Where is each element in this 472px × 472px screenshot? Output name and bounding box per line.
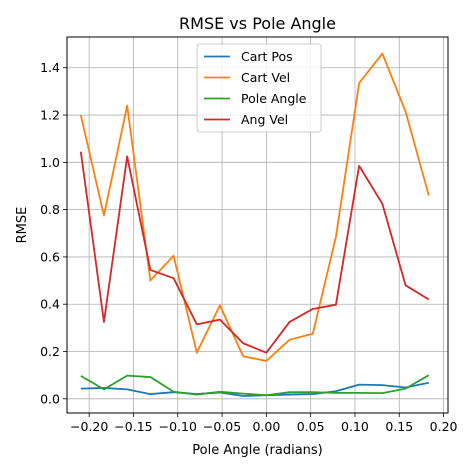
- y-tick-label: 0.4: [40, 297, 60, 312]
- x-tick-label: 0.05: [297, 419, 325, 434]
- x-tick-label: 0.10: [341, 419, 369, 434]
- x-tick-label: −0.20: [70, 419, 108, 434]
- x-tick-label: −0.05: [203, 419, 241, 434]
- series-line-ang-vel: [79, 151, 430, 354]
- chart-title: RMSE vs Pole Angle: [179, 14, 336, 33]
- y-axis-ticks: 0.0 0.2 0.4 0.6 0.8 1.0 1.2 1.4: [40, 60, 67, 406]
- legend-label-pole-angle: Pole Angle: [241, 91, 307, 106]
- y-axis-label: RMSE: [15, 207, 30, 244]
- x-tick-label: 0.00: [252, 419, 280, 434]
- x-tick-label: −0.10: [159, 419, 197, 434]
- grid: [67, 37, 448, 413]
- y-tick-label: 0.2: [40, 344, 60, 359]
- y-tick-label: 0.6: [40, 249, 60, 264]
- y-tick-label: 0.8: [40, 202, 60, 217]
- series-line-cart-pos: [80, 381, 429, 397]
- y-tick-label: 1.0: [40, 155, 60, 170]
- x-axis-ticks: −0.20 −0.15 −0.10 −0.05 0.00 0.05 0.10 0.15 0.20: [70, 413, 458, 434]
- x-tick-label: 0.20: [430, 419, 458, 434]
- x-tick-label: 0.15: [385, 419, 413, 434]
- y-tick-label: 0.0: [40, 391, 60, 406]
- y-tick-label: 1.2: [40, 108, 60, 123]
- plot-frame: [66, 36, 449, 414]
- x-tick-label: −0.15: [114, 419, 152, 434]
- legend-label-cart-pos: Cart Pos: [241, 49, 293, 64]
- series-line-pole-angle: [80, 374, 430, 397]
- legend-label-ang-vel: Ang Vel: [241, 112, 288, 127]
- legend-label-cart-vel: Cart Vel: [241, 70, 290, 85]
- y-tick-label: 1.4: [40, 60, 60, 75]
- legend-box: [196, 43, 322, 133]
- series-line-cart-vel: [79, 52, 430, 362]
- series-lines: [79, 52, 430, 397]
- legend: Cart Pos Cart Vel Pole Angle Ang Vel: [196, 43, 322, 133]
- x-axis-label: Pole Angle (radians): [192, 443, 323, 458]
